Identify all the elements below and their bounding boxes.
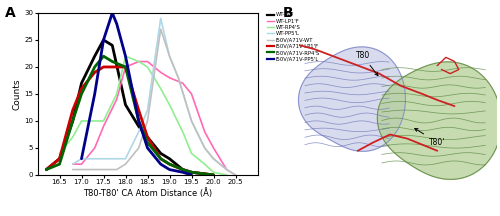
Text: B: B — [282, 6, 293, 21]
X-axis label: T80-T80' CA Atom Distance (Å): T80-T80' CA Atom Distance (Å) — [83, 188, 212, 198]
Polygon shape — [378, 62, 500, 179]
Y-axis label: Counts: Counts — [12, 78, 22, 110]
Text: A: A — [5, 6, 16, 21]
Text: T80: T80 — [356, 51, 378, 76]
Legend: WT-WT, WT-LP1'F, WT-RP4'S, WT-PP5'L, I50V/A71V-WT, I50V/A71V-LP1'F, I50V/A71V-RP: WT-WT, WT-LP1'F, WT-RP4'S, WT-PP5'L, I50… — [266, 12, 320, 62]
Text: T80': T80' — [415, 129, 445, 147]
Polygon shape — [298, 47, 406, 151]
